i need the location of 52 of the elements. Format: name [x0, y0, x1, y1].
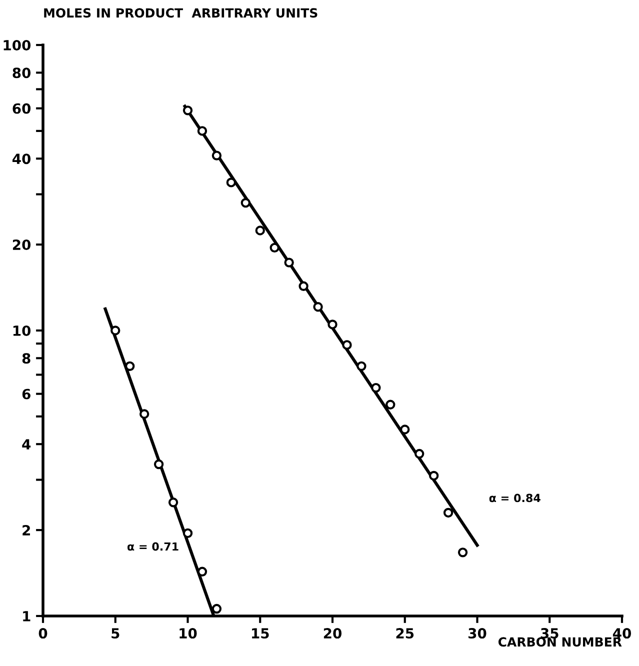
y-tick-label: 8 [22, 353, 30, 364]
x-tick-label: 15 [252, 628, 269, 639]
point [458, 548, 468, 558]
point [168, 498, 178, 508]
point [212, 150, 222, 160]
point [443, 508, 454, 518]
point [371, 382, 381, 393]
y-tick-label: 20 [12, 240, 31, 250]
point [284, 258, 294, 268]
y-tick-label: 60 [12, 103, 31, 114]
point [386, 400, 396, 410]
x-tick-label: 0 [38, 628, 48, 639]
point [125, 361, 135, 372]
y-axis-title: MOLES IN PRODUCT ARBITRARY UNITS [44, 8, 318, 18]
point [428, 470, 439, 481]
point [226, 178, 236, 188]
point [182, 528, 193, 538]
point [212, 604, 222, 614]
y-tick-label: 80 [12, 68, 31, 78]
point [313, 302, 323, 312]
point [255, 226, 265, 236]
y-tick-label: 1 [23, 611, 30, 622]
x-tick-label: 10 [180, 628, 197, 639]
annotation: α = 0.84 [489, 494, 540, 502]
point [240, 198, 250, 208]
x-tick-label: 25 [396, 628, 414, 639]
point [270, 242, 280, 253]
point [414, 448, 424, 459]
point [197, 126, 208, 136]
point [154, 459, 164, 470]
point [298, 281, 308, 291]
y-tick-label: 2 [22, 525, 30, 536]
y-tick-label: 4 [22, 439, 31, 450]
point [328, 320, 338, 330]
x-tick-label: 5 [112, 628, 120, 639]
y-tick-label: 10 [13, 325, 31, 336]
annotation: α = 0.71 [128, 542, 178, 551]
point [400, 424, 410, 434]
x-axis-title: CARBON NUMBER [498, 637, 622, 647]
x-tick-label: 40 [612, 628, 631, 639]
point [356, 361, 366, 372]
point [139, 409, 150, 419]
point [110, 326, 120, 336]
y-tick-label: 100 [4, 40, 31, 50]
point [182, 106, 193, 116]
x-tick-label: 30 [468, 628, 486, 639]
x-tick-label: 35 [540, 628, 558, 639]
y-tick-label: 6 [22, 388, 30, 400]
x-tick-label: 20 [324, 628, 342, 639]
y-tick-label: 40 [12, 154, 31, 164]
point [197, 566, 208, 576]
point [342, 340, 352, 350]
